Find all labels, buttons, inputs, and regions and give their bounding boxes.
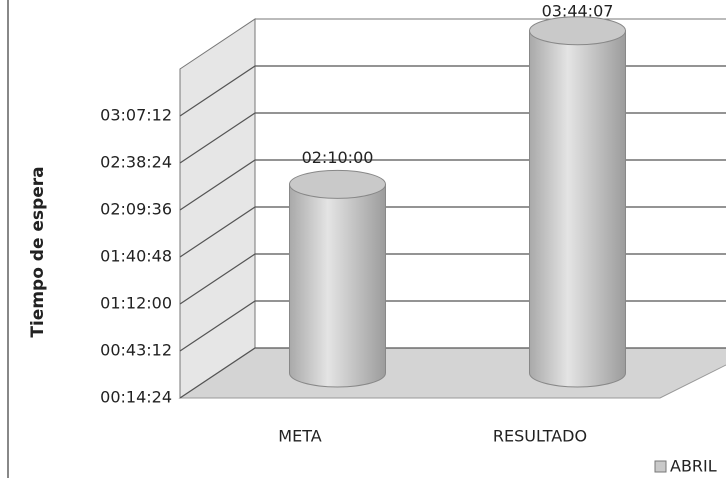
y-tick-label: 02:09:36 <box>100 200 172 219</box>
y-tick-label: 00:43:12 <box>100 341 172 360</box>
y-tick-label: 00:14:24 <box>100 388 172 407</box>
value-label: 02:10:00 <box>302 148 374 167</box>
legend-label: ABRIL <box>670 457 717 476</box>
x-tick-label: META <box>278 427 321 446</box>
y-tick-label: 01:40:48 <box>100 247 172 266</box>
y-tick-label: 02:38:24 <box>100 153 172 172</box>
cylinder-top <box>289 169 386 199</box>
y-tick-label: 03:07:12 <box>100 106 172 125</box>
cylinder-body <box>289 183 386 388</box>
floor <box>178 347 726 399</box>
legend-swatch <box>654 460 667 473</box>
side-wall <box>179 18 256 399</box>
cylinder-top <box>529 16 626 46</box>
y-axis-title: Tiempo de espera <box>28 166 48 337</box>
x-tick-label: RESULTADO <box>493 427 587 446</box>
cylinder-body <box>529 30 626 388</box>
y-tick-label: 01:12:00 <box>100 294 172 313</box>
value-label: 03:44:07 <box>542 2 614 21</box>
